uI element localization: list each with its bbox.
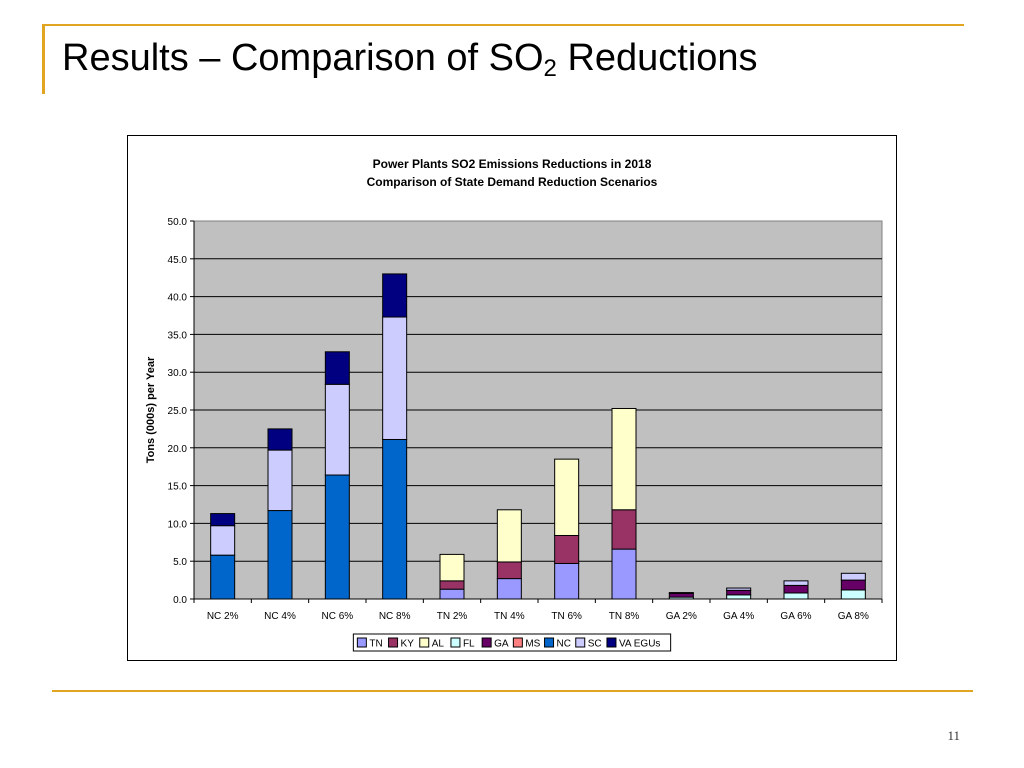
chart-subtitle: Comparison of State Demand Reduction Sce… [367,175,658,189]
x-tick-label: TN 4% [494,611,525,622]
bar-segment [554,534,580,564]
bar-segment [382,438,408,600]
bar-segment [324,383,350,476]
bar-segment [611,509,637,550]
x-tick-label: TN 6% [551,611,582,622]
legend-swatch [388,637,399,648]
so2-reduction-chart: Power Plants SO2 Emissions Reductions in… [145,157,883,652]
y-tick-label: 20.0 [168,444,188,455]
x-tick-label: NC 2% [207,611,239,622]
y-tick-label: 25.0 [168,406,188,417]
bar-segment [210,554,236,600]
legend-label: TN [369,639,382,650]
bar-segment [324,351,350,385]
bar-segment [267,510,293,600]
y-tick-label: 35.0 [168,330,188,341]
bar-segment [783,584,809,594]
y-tick-label: 50.0 [168,217,188,228]
bar-segment [324,474,350,600]
bar-segment [382,316,408,440]
legend-label: AL [432,639,445,650]
bar-segment [783,592,809,600]
x-tick-label: GA 8% [838,611,869,622]
bar-segment [840,589,866,600]
legend-label: SC [588,639,602,650]
y-tick-label: 5.0 [173,557,187,568]
bar-segment [726,594,752,600]
x-tick-label: GA 4% [723,611,754,622]
bar-segment [668,592,694,598]
legend-swatch [606,637,617,648]
x-tick-label: TN 2% [437,611,468,622]
page-number: 11 [947,728,960,743]
bar-segment [611,407,637,511]
y-tick-label: 0.0 [173,595,187,606]
bar-segment [726,587,752,591]
x-tick-label: NC 6% [321,611,353,622]
legend-label: MS [525,639,540,650]
x-tick-label: GA 6% [780,611,811,622]
bar-segment [554,458,580,536]
chart-title: Power Plants SO2 Emissions Reductions in… [373,157,652,171]
bar-segment [439,553,465,582]
legend-label: VA EGUs [619,639,661,650]
legend-swatch [512,637,523,648]
bar-segment [840,579,866,591]
bar-segment [439,580,465,590]
bar-segment [496,561,522,580]
legend-swatch [356,637,367,648]
x-tick-label: NC 4% [264,611,296,622]
bar-segment [210,513,236,527]
legend-label: FL [463,639,475,650]
chart-frame: Power Plants SO2 Emissions Reductions in… [127,135,897,661]
y-tick-label: 30.0 [168,368,188,379]
x-tick-label: TN 8% [609,611,640,622]
accent-vertical-line [42,25,45,94]
accent-bottom-line [52,690,973,692]
legend [352,633,672,652]
legend-swatch [481,637,492,648]
bar-segment [783,580,809,586]
slide-title-subscript: 2 [543,55,557,82]
legend-label: KY [401,639,415,650]
bar-segment [382,273,408,318]
y-tick-label: 10.0 [168,519,188,530]
legend-swatch [544,637,555,648]
legend-swatch [575,637,586,648]
slide-title-main: Results – Comparison of SO [62,37,544,79]
y-axis-label: Tons (000s) per Year [145,356,157,463]
y-tick-label: 45.0 [168,255,188,266]
bar-segment [496,509,522,563]
bar-segment [554,562,580,600]
y-tick-label: 15.0 [168,482,188,493]
x-tick-label: GA 2% [666,611,697,622]
slide-title: Results – Comparison of SO2 Reductions [62,37,758,82]
bar-segment [668,592,694,594]
x-tick-label: NC 8% [379,611,411,622]
y-tick-label: 40.0 [168,293,188,304]
bar-segment [840,572,866,581]
slide-title-tail: Reductions [556,37,758,79]
legend-swatch [450,637,461,648]
bar-segment [267,449,293,512]
legend-label: NC [557,639,571,650]
bar-segment [439,588,465,600]
bar-segment [210,525,236,556]
bar-segment [611,548,637,600]
legend-swatch [419,637,430,648]
accent-top-line [42,24,964,26]
bar-segment [726,589,752,596]
bar-segment [496,578,522,600]
legend-label: GA [494,639,509,650]
bar-segment [267,428,293,451]
